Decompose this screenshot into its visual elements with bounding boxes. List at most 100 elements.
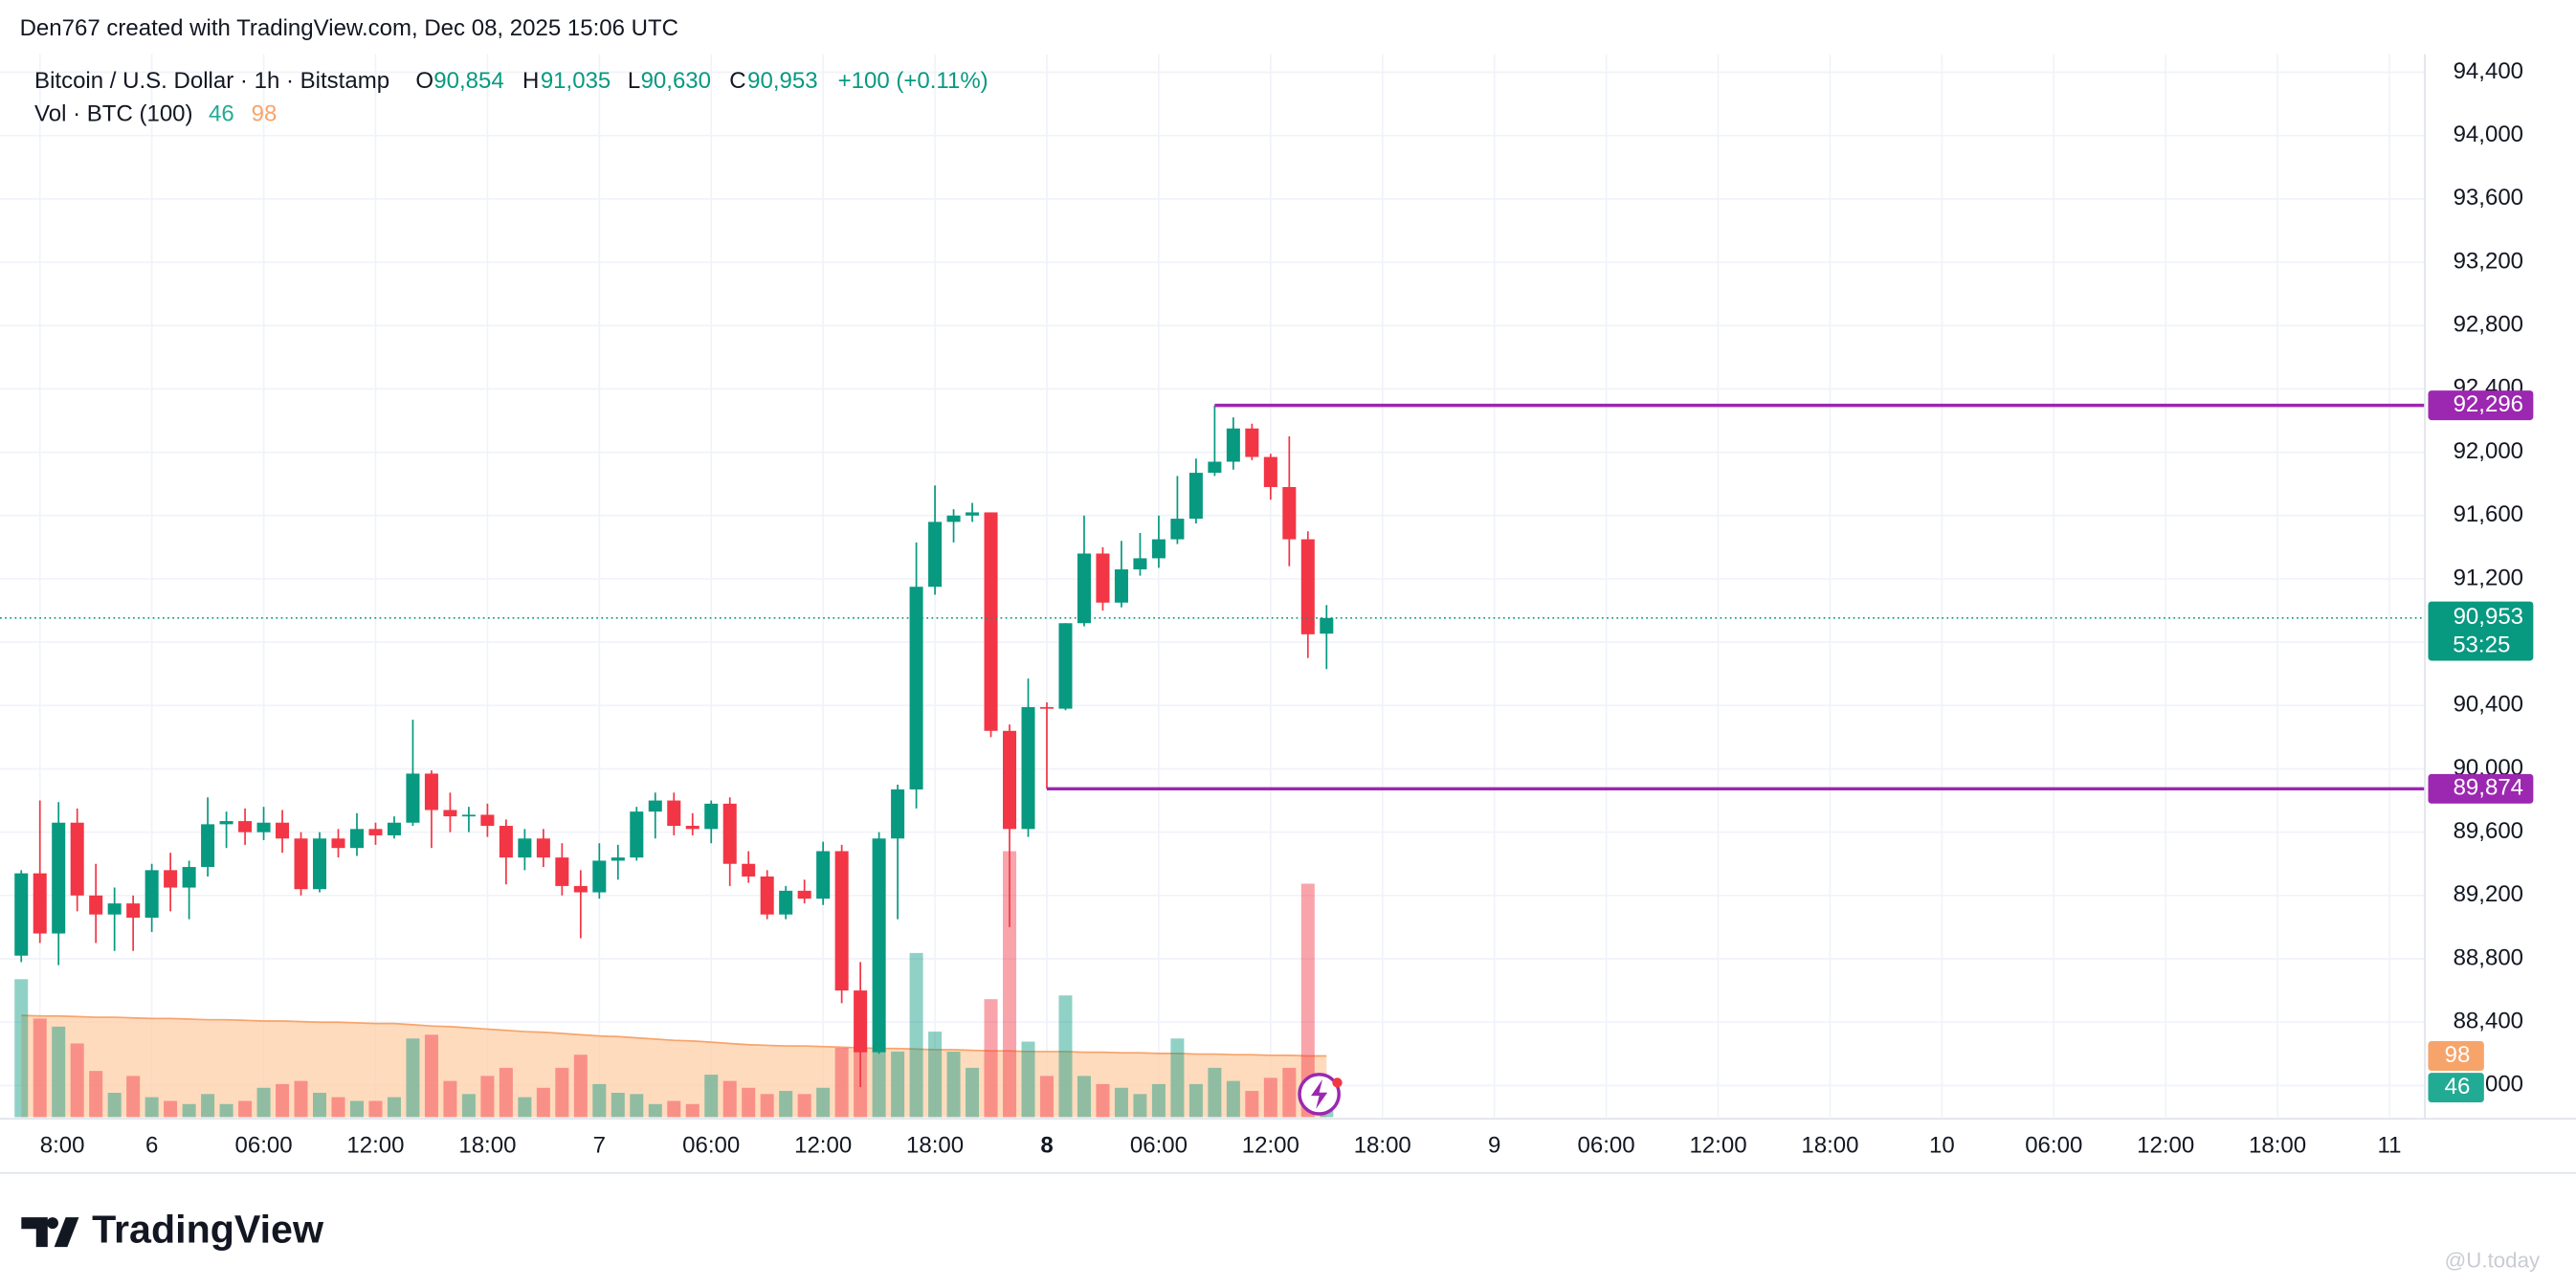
candle-body <box>760 876 774 915</box>
legend-key: C <box>729 68 745 94</box>
candle-body <box>1263 456 1277 487</box>
volume-bar <box>1245 1091 1259 1118</box>
volume-bar <box>760 1094 774 1118</box>
y-tick-label: 92,000 <box>2454 438 2523 464</box>
legend: Bitcoin / U.S. Dollar · 1h · Bitstamp O … <box>34 68 988 126</box>
volume-bar <box>499 1067 513 1118</box>
candle-body <box>461 814 476 817</box>
candle-body <box>1003 730 1017 830</box>
volume-tag-label: 46 <box>2445 1074 2471 1099</box>
volume-bar <box>368 1100 383 1118</box>
volume-bar <box>1188 1083 1203 1118</box>
volume-bar <box>14 979 29 1118</box>
candle-body <box>1114 569 1128 603</box>
icon-bolt[interactable] <box>1311 1078 1328 1109</box>
credit: Den767 created with TradingView.com, Dec… <box>20 15 678 41</box>
candle-body <box>1039 706 1055 709</box>
volume-bar <box>349 1100 365 1118</box>
y-tick-label: 91,200 <box>2454 565 2523 590</box>
volume-bar <box>1003 851 1017 1118</box>
legend-value: 91,035 <box>541 68 611 94</box>
candle-body <box>201 824 215 868</box>
candle-body <box>368 829 383 835</box>
candle-body <box>164 870 178 888</box>
candle-body <box>1188 473 1203 520</box>
volume-bar <box>667 1100 681 1118</box>
candle-body <box>70 822 84 896</box>
candle-body <box>555 857 569 886</box>
candle-body <box>779 890 793 915</box>
candle-body <box>1058 623 1073 709</box>
y-tick-label: 88,800 <box>2454 944 2523 970</box>
candle-body <box>704 803 719 830</box>
candle-body <box>742 863 756 877</box>
candle-body <box>1226 428 1240 462</box>
volume-bar <box>256 1087 271 1118</box>
volume-bar <box>946 1051 961 1118</box>
legend-vol-value: 46 <box>209 101 234 127</box>
x-tick-label: 06:00 <box>682 1133 740 1159</box>
x-tick-label: 8 <box>1040 1133 1053 1159</box>
x-tick-label: 7 <box>593 1133 606 1159</box>
volume-bar <box>648 1103 662 1118</box>
y-tick-label: 94,000 <box>2454 122 2523 147</box>
x-tick-label: 18:00 <box>906 1133 964 1159</box>
volume-bar <box>722 1080 737 1118</box>
y-tick-label: 89,600 <box>2454 818 2523 844</box>
legend-value: 90,854 <box>433 68 503 94</box>
volume-bar <box>33 1018 47 1118</box>
volume-bar <box>1058 995 1073 1118</box>
volume-bar <box>480 1076 495 1118</box>
volume-bar <box>1170 1038 1185 1118</box>
candle-body <box>14 873 29 956</box>
volume-bar <box>70 1043 84 1118</box>
volume-bar <box>966 1067 980 1118</box>
x-tick-label: 9 <box>1488 1133 1500 1159</box>
volume-bar <box>1226 1080 1240 1118</box>
x-tick-label: 12:00 <box>1689 1133 1746 1159</box>
volume-bar <box>779 1091 793 1118</box>
candle-body <box>443 810 457 817</box>
icon-dot[interactable] <box>1332 1077 1343 1088</box>
price-tag-label: 89,874 <box>2454 775 2523 801</box>
candle-body <box>182 867 196 888</box>
volume-bar <box>928 1032 943 1118</box>
candle-body <box>1170 519 1185 540</box>
volume-bar <box>1151 1083 1166 1118</box>
candle-body <box>499 826 513 858</box>
volume-bar <box>182 1103 196 1118</box>
assistant-icon[interactable] <box>1298 1073 1343 1116</box>
x-tick-label: 06:00 <box>235 1133 293 1159</box>
candle-body <box>387 822 401 835</box>
candle-body <box>1096 553 1110 603</box>
y-tick-label: 93,600 <box>2454 185 2523 211</box>
x-tick-label: 12:00 <box>346 1133 404 1159</box>
volume-bar <box>909 952 923 1118</box>
x-tick-label: 6 <box>145 1133 158 1159</box>
volume-bar <box>107 1093 122 1118</box>
candle-body <box>946 515 961 522</box>
candle-body <box>536 838 550 858</box>
candle-body <box>909 587 923 789</box>
volume-bar <box>144 1097 159 1118</box>
volume-bar <box>1300 883 1315 1118</box>
y-tick-label: 94,400 <box>2454 58 2523 84</box>
volume-bar <box>126 1076 141 1118</box>
legend-key: L <box>628 68 640 94</box>
candle-body <box>406 773 420 823</box>
y-tick-label: 90,400 <box>2454 692 2523 718</box>
logo-mark <box>21 1217 79 1248</box>
volume-ma-area <box>21 1015 1327 1118</box>
candle-body <box>480 814 495 827</box>
x-tick-label: 18:00 <box>2249 1133 2306 1159</box>
legend-vol-ma: 98 <box>252 101 278 127</box>
candle-body <box>238 821 253 833</box>
candle-body <box>722 803 737 864</box>
volume-bar <box>424 1034 438 1118</box>
candle-body <box>33 873 47 934</box>
volume-bar <box>461 1094 476 1118</box>
x-tick-label: 06:00 <box>1130 1133 1188 1159</box>
logo-mark <box>46 1217 58 1230</box>
candle-body <box>219 821 233 825</box>
